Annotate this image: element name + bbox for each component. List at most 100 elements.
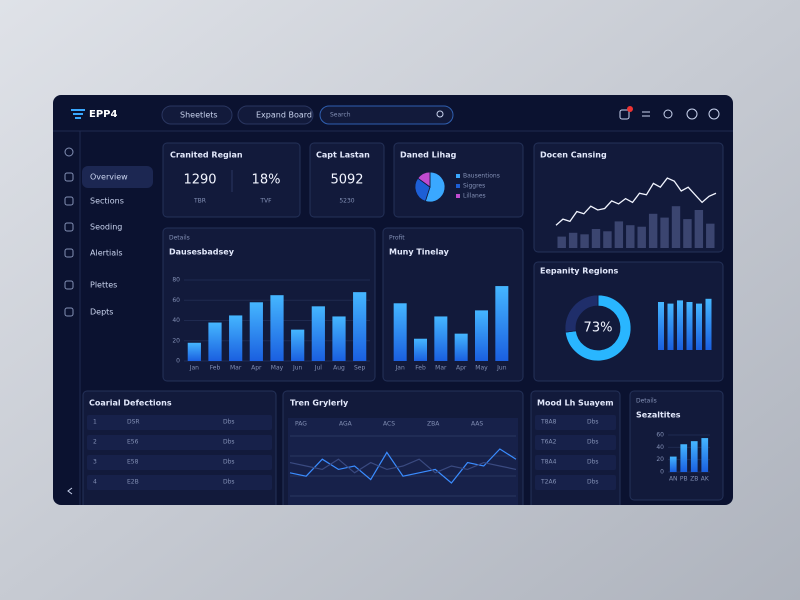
table-cell: Dbs: [223, 459, 235, 466]
bar: [614, 221, 624, 248]
bar: [249, 302, 263, 361]
bar: [208, 322, 222, 361]
bar: [568, 232, 578, 248]
panel: [530, 390, 621, 505]
bar: [474, 310, 489, 361]
x-tick-label: Jan: [395, 365, 405, 372]
legend-swatch: [456, 194, 460, 198]
active-nav: [82, 166, 153, 188]
table-row[interactable]: [535, 415, 616, 430]
nav-item[interactable]: Plettes: [90, 281, 117, 290]
nav-item[interactable]: Sections: [90, 197, 124, 206]
search-box[interactable]: [319, 105, 454, 125]
kpi-value: 1290: [183, 173, 216, 188]
x-tick-label: ZB: [690, 476, 698, 483]
tab-label[interactable]: Expand Board: [256, 111, 312, 120]
tab[interactable]: [161, 105, 233, 125]
line: [289, 458, 517, 474]
notification-icon[interactable]: [619, 109, 630, 120]
bar: [187, 342, 201, 361]
table-row[interactable]: [535, 455, 616, 470]
nav-icon[interactable]: [64, 222, 74, 232]
x-tick-label: AK: [701, 476, 710, 483]
bar: [291, 329, 305, 361]
donut-center: 73%: [584, 321, 613, 336]
profile-icon[interactable]: [708, 108, 720, 120]
search-icon[interactable]: [436, 110, 444, 118]
kpi-label: 5230: [339, 198, 354, 205]
bar: [495, 286, 509, 361]
nav-icon[interactable]: [64, 172, 74, 182]
nav-icon[interactable]: [64, 147, 74, 157]
table-cell: Dbs: [223, 439, 235, 446]
panel: [309, 142, 385, 218]
kpi-value: 18%: [252, 173, 281, 188]
kpi-value: 5092: [330, 173, 363, 188]
x-tick-label: Apr: [251, 365, 262, 372]
nav-icon[interactable]: [64, 196, 74, 206]
y-tick-label: 40: [656, 444, 664, 451]
tab-label[interactable]: Sheetlets: [180, 111, 218, 120]
bar: [683, 219, 692, 248]
nav-icon[interactable]: [64, 307, 74, 317]
panel-title: Cranited Regian: [170, 151, 243, 160]
table-cell: E56: [127, 439, 139, 446]
table-row[interactable]: [535, 435, 616, 450]
menu-icon[interactable]: [642, 111, 650, 117]
panel-title: Eepanity Regions: [540, 267, 619, 276]
collapse-icon[interactable]: [67, 487, 73, 495]
bar: [434, 316, 448, 361]
table-cell: 1: [93, 419, 97, 426]
x-tick-label: Apr: [456, 365, 467, 372]
nav-item[interactable]: Seoding: [90, 223, 122, 232]
y-tick-label: 60: [172, 297, 180, 304]
tab[interactable]: [237, 105, 314, 125]
panel-title: Capt Lastan: [316, 151, 370, 160]
bar: [353, 292, 367, 361]
table-cell: T2A6: [540, 479, 557, 486]
nav-item[interactable]: Depts: [90, 308, 113, 317]
pie-slice: [564, 294, 599, 333]
table-row[interactable]: [87, 435, 272, 450]
bar: [671, 206, 681, 248]
table-cell: T8A4: [540, 459, 557, 466]
table-cell: T8A8: [540, 419, 557, 426]
table-cell: T6A2: [540, 439, 557, 446]
bar: [660, 217, 669, 248]
legend-label: Lillanes: [463, 193, 486, 200]
panel-title: Daned Lihag: [400, 151, 457, 160]
nav-item[interactable]: Overview: [90, 173, 128, 182]
x-tick-label: Aug: [333, 365, 345, 372]
bar: [694, 210, 704, 248]
x-tick-label: Mar: [435, 365, 447, 372]
x-tick-label: May: [271, 365, 284, 372]
table-row[interactable]: [87, 475, 272, 490]
x-tick-label: May: [475, 365, 488, 372]
panel-title: Sezaltites: [636, 411, 681, 420]
search-placeholder[interactable]: Search: [330, 112, 351, 119]
kpi-label: TVF: [259, 198, 272, 205]
y-tick-label: 80: [172, 277, 180, 284]
bar: [393, 303, 407, 361]
settings-icon[interactable]: [686, 108, 698, 120]
table-cell: Dbs: [587, 419, 599, 426]
bar: [557, 236, 566, 248]
logo-icon: [71, 109, 85, 119]
search-button[interactable]: [663, 109, 673, 119]
nav-item[interactable]: Alertials: [90, 249, 123, 258]
panel-title: Docen Cansing: [540, 151, 607, 160]
nav-icon[interactable]: [64, 248, 74, 258]
legend-label: Bausentions: [463, 173, 500, 180]
panel: [82, 390, 277, 505]
table-row[interactable]: [87, 455, 272, 470]
x-tick-label: PB: [680, 476, 688, 483]
panel-title: Coarial Defections: [89, 399, 172, 408]
table-cell: 3: [93, 459, 97, 466]
table-cell: Dbs: [587, 459, 599, 466]
column-label: ZBA: [427, 421, 440, 428]
nav-icon[interactable]: [64, 280, 74, 290]
kpi-label: TBR: [193, 198, 206, 205]
table-row[interactable]: [87, 415, 272, 430]
table-row[interactable]: [535, 475, 616, 490]
